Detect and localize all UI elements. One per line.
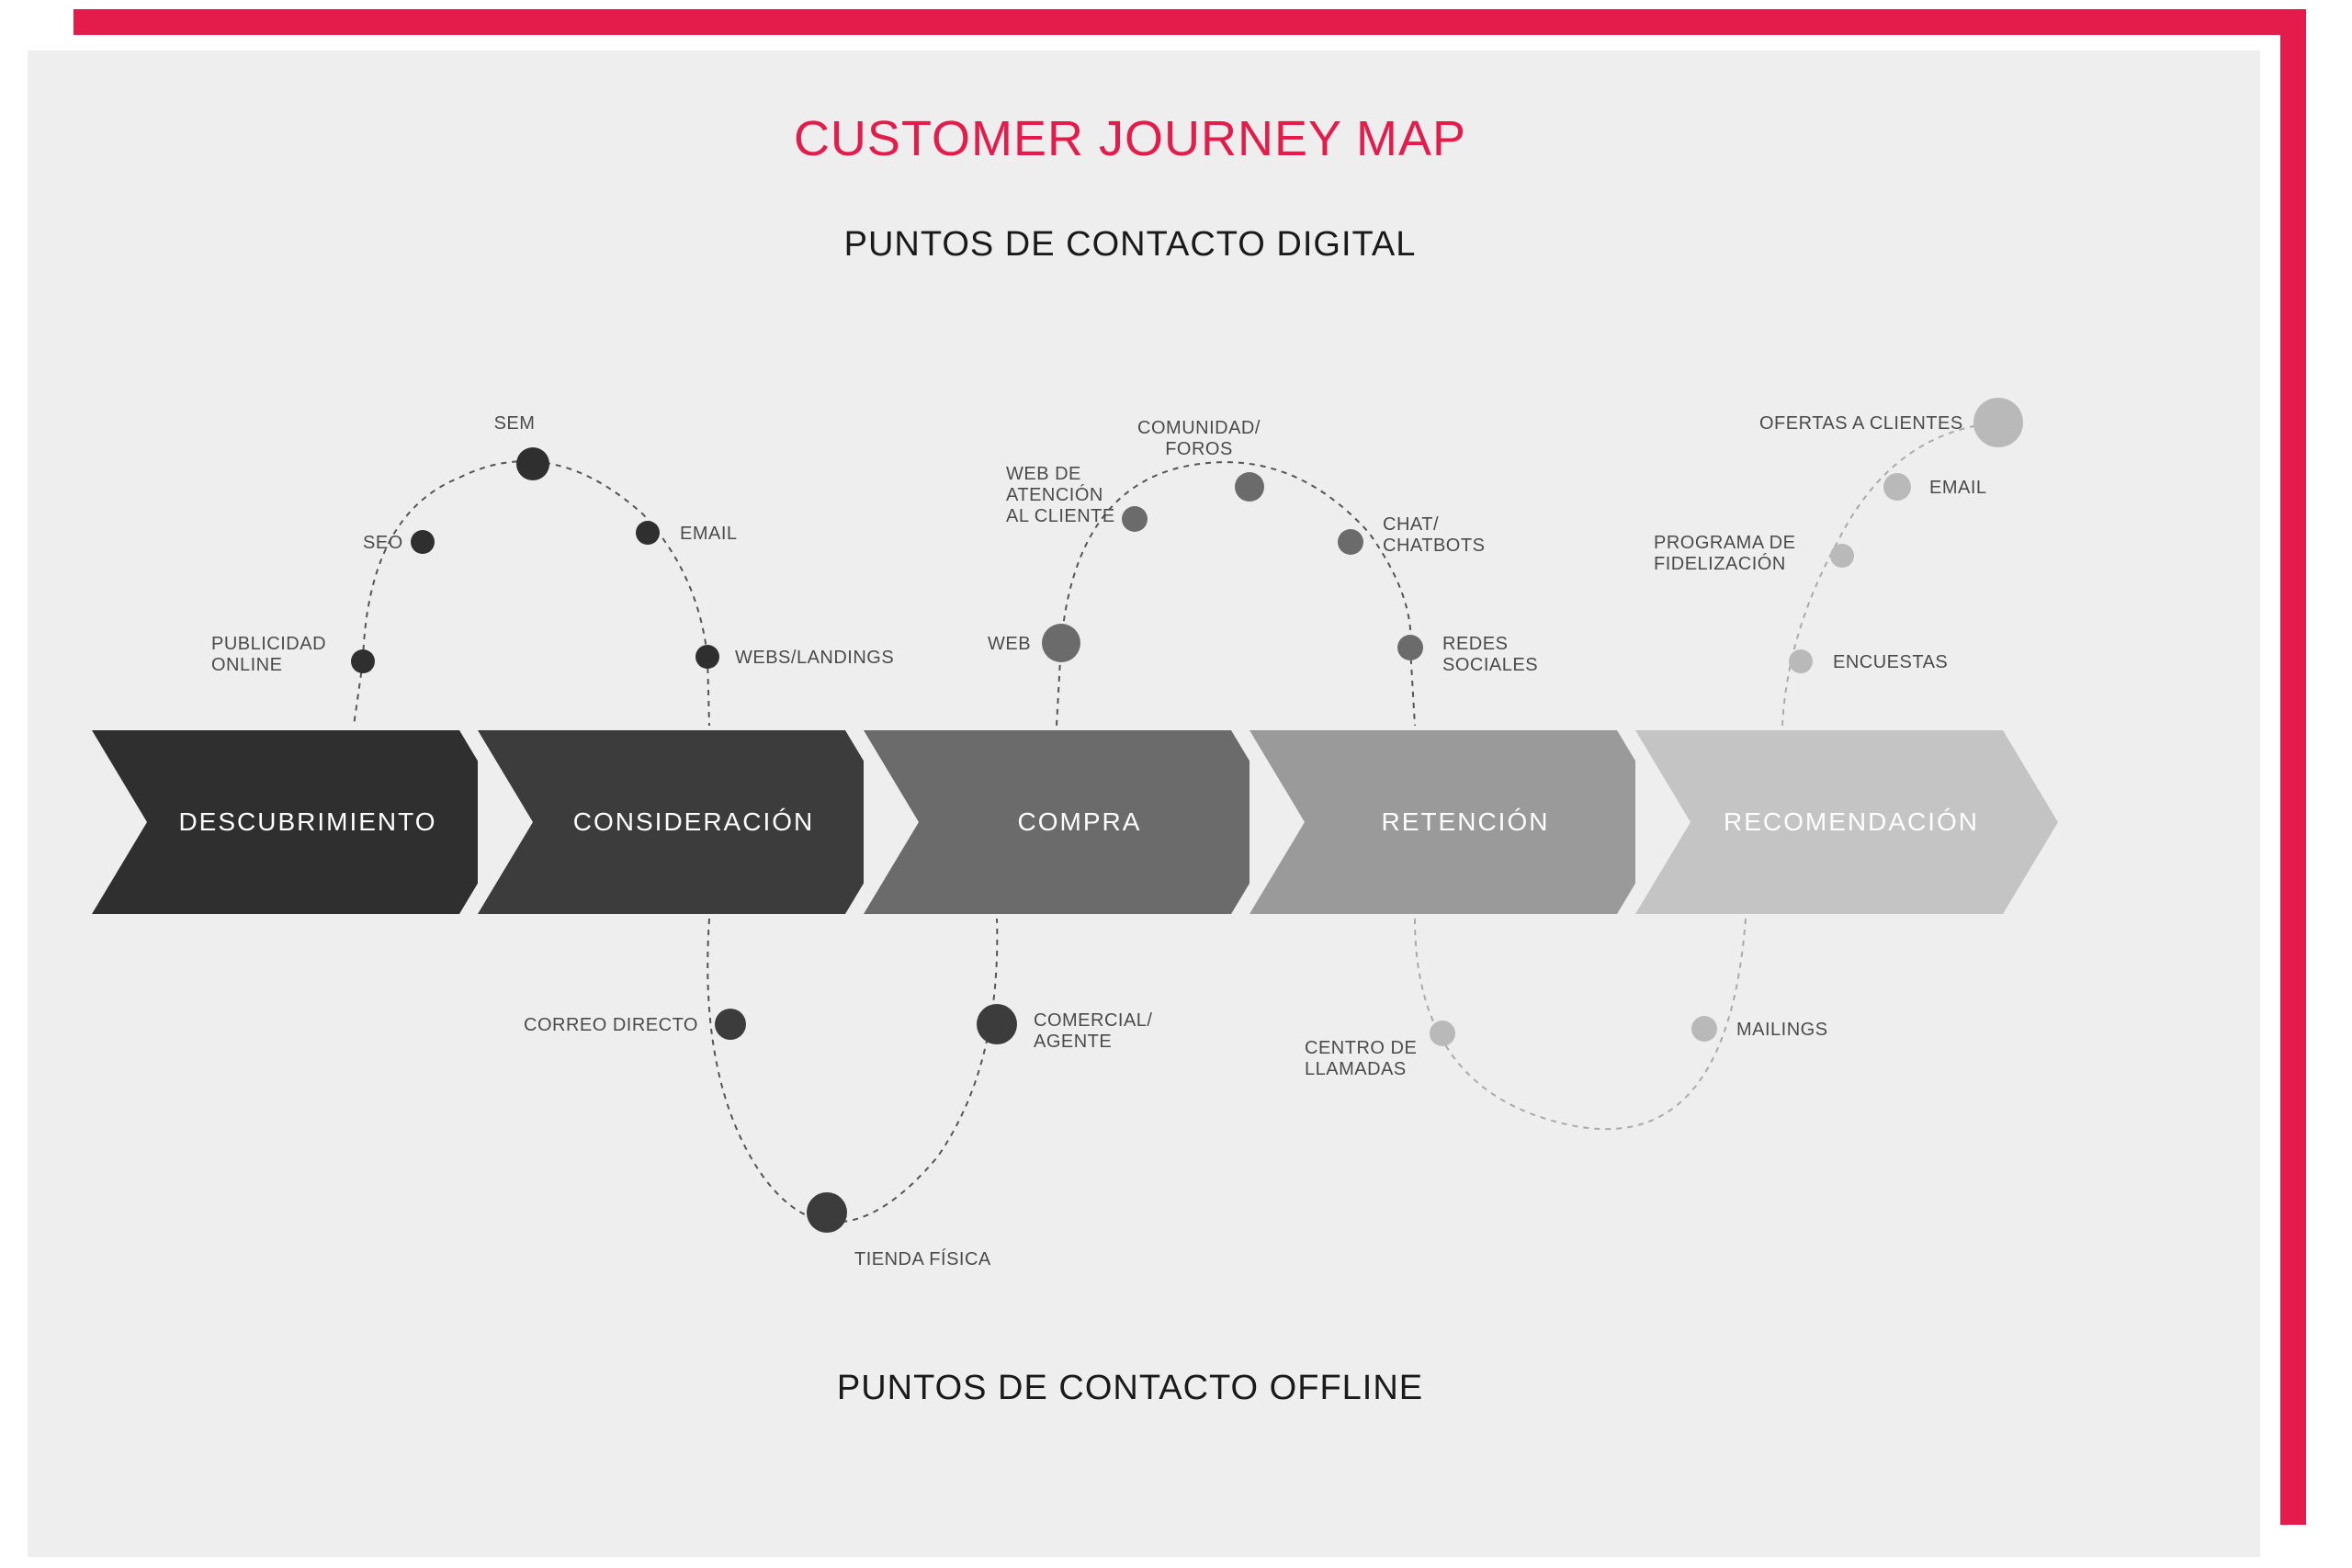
stage-notch xyxy=(92,730,147,914)
touchpoint-chat-chatbots xyxy=(1338,529,1363,555)
touchpoint-label-sem: SEM xyxy=(404,413,625,434)
stage-notch xyxy=(478,730,533,914)
diagram-root: CUSTOMER JOURNEY MAP PUNTOS DE CONTACTO D… xyxy=(0,0,2352,1568)
stage-descubrimiento: DESCUBRIMIENTO xyxy=(92,730,459,914)
touchpoint-ofertas-clientes xyxy=(1973,398,2023,447)
touchpoint-label-email-rec: EMAIL xyxy=(1929,478,1987,499)
touchpoint-comunidad-foros xyxy=(1235,472,1264,502)
touchpoint-label-programa-fidelizacion: PROGRAMA DE FIDELIZACIÓN xyxy=(1654,533,1795,575)
touchpoint-label-ofertas-clientes: OFERTAS A CLIENTES xyxy=(1759,413,1963,434)
touchpoint-label-redes-sociales: REDES SOCIALES xyxy=(1442,634,1538,676)
diagram-title: CUSTOMER JOURNEY MAP xyxy=(0,110,2260,167)
touchpoint-label-tienda-fisica: TIENDA FÍSICA xyxy=(854,1249,991,1270)
touchpoint-publicidad-online xyxy=(351,649,375,673)
stage-label: RETENCIÓN xyxy=(1314,730,1617,914)
touchpoint-centro-llamadas xyxy=(1430,1021,1455,1046)
touchpoint-webs-landings xyxy=(695,645,719,669)
frame-top-bar xyxy=(74,9,2306,35)
touchpoint-label-web-atencion: WEB DE ATENCIÓN AL CLIENTE xyxy=(1006,464,1115,527)
touchpoint-label-seo: SEO xyxy=(363,533,403,554)
touchpoint-tienda-fisica xyxy=(807,1192,847,1233)
touchpoint-label-web: WEB xyxy=(988,634,1031,655)
touchpoint-sem xyxy=(516,447,549,480)
touchpoint-web-atencion xyxy=(1122,506,1148,532)
touchpoint-web xyxy=(1042,624,1080,662)
touchpoint-encuestas xyxy=(1789,649,1813,673)
stage-label: CONSIDERACIÓN xyxy=(542,730,845,914)
touchpoint-email-top xyxy=(636,521,660,545)
stage-label: RECOMENDACIÓN xyxy=(1700,730,2003,914)
touchpoint-label-correo-directo: CORREO DIRECTO xyxy=(524,1015,698,1036)
touchpoint-label-email-top: EMAIL xyxy=(680,524,738,545)
touchpoint-label-centro-llamadas: CENTRO DE LLAMADAS xyxy=(1305,1038,1417,1080)
stage-recomendacion: RECOMENDACIÓN xyxy=(1635,730,2003,914)
stage-label: COMPRA xyxy=(928,730,1231,914)
touchpoint-label-chat-chatbots: CHAT/ CHATBOTS xyxy=(1383,514,1485,557)
stage-retencion: RETENCIÓN xyxy=(1250,730,1617,914)
frame-right-bar xyxy=(2280,9,2306,1525)
touchpoint-programa-fidelizacion xyxy=(1830,544,1854,568)
subtitle-offline: PUNTOS DE CONTACTO OFFLINE xyxy=(0,1369,2260,1408)
touchpoint-label-webs-landings: WEBS/LANDINGS xyxy=(735,648,894,669)
touchpoint-correo-directo xyxy=(715,1009,746,1040)
touchpoint-seo xyxy=(411,530,435,554)
stage-notch xyxy=(1250,730,1305,914)
stage-compra: COMPRA xyxy=(864,730,1231,914)
stage-notch xyxy=(1635,730,1690,914)
stage-consideracion: CONSIDERACIÓN xyxy=(478,730,845,914)
subtitle-digital: PUNTOS DE CONTACTO DIGITAL xyxy=(0,225,2260,265)
touchpoint-label-encuestas: ENCUESTAS xyxy=(1833,652,1948,673)
touchpoint-comercial-agente xyxy=(977,1004,1017,1044)
touchpoint-label-comunidad-foros: COMUNIDAD/ FOROS xyxy=(1089,418,1309,460)
touchpoint-mailings xyxy=(1691,1016,1717,1042)
stage-notch xyxy=(864,730,919,914)
touchpoint-label-publicidad-online: PUBLICIDAD ONLINE xyxy=(211,634,326,676)
touchpoint-email-rec xyxy=(1883,473,1911,501)
touchpoint-label-mailings: MAILINGS xyxy=(1736,1020,1828,1041)
stage-label: DESCUBRIMIENTO xyxy=(156,730,459,914)
touchpoint-redes-sociales xyxy=(1397,635,1423,660)
stage-head xyxy=(2003,730,2058,914)
touchpoint-label-comercial-agente: COMERCIAL/ AGENTE xyxy=(1034,1010,1152,1053)
